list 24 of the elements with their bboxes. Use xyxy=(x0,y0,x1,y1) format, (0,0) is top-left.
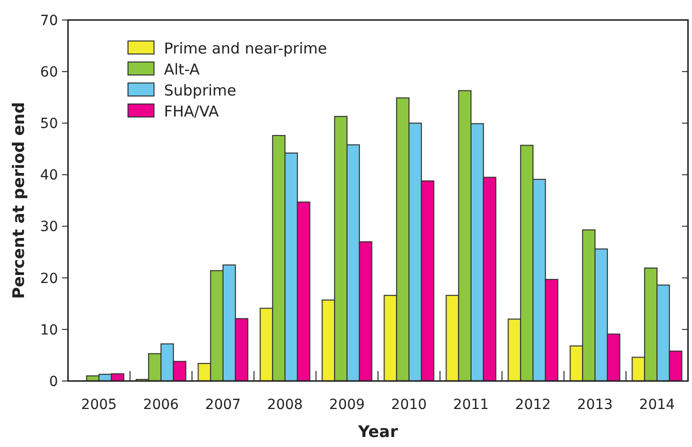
x-tick-label: 2013 xyxy=(577,397,613,413)
y-tick-label: 10 xyxy=(40,322,58,338)
y-tick-label: 60 xyxy=(40,64,58,80)
legend-label: Prime and near-prime xyxy=(164,39,327,58)
y-axis-title: Percent at period end xyxy=(9,102,28,299)
x-tick-label: 2010 xyxy=(391,397,427,413)
x-tick-label: 2009 xyxy=(329,397,365,413)
legend-label: FHA/VA xyxy=(164,102,220,120)
legend-label: Alt-A xyxy=(164,60,200,78)
x-tick-label: 2006 xyxy=(143,397,179,413)
x-tick-label: 2012 xyxy=(515,397,551,413)
y-tick-label: 30 xyxy=(40,219,58,236)
x-tick-label: 2005 xyxy=(81,397,117,413)
x-tick-label: 2014 xyxy=(639,397,675,413)
x-tick-label: 2008 xyxy=(267,397,303,413)
y-tick-label: 40 xyxy=(40,168,58,184)
y-tick-label: 70 xyxy=(40,12,58,29)
x-axis-title: Year xyxy=(357,422,398,441)
legend-label: Subprime xyxy=(164,81,236,100)
x-tick-label: 2007 xyxy=(205,397,241,413)
x-tick-label: 2011 xyxy=(453,397,489,413)
y-tick-label: 50 xyxy=(40,116,58,132)
y-tick-label: 20 xyxy=(40,270,58,287)
y-tick-label: 0 xyxy=(49,374,58,390)
